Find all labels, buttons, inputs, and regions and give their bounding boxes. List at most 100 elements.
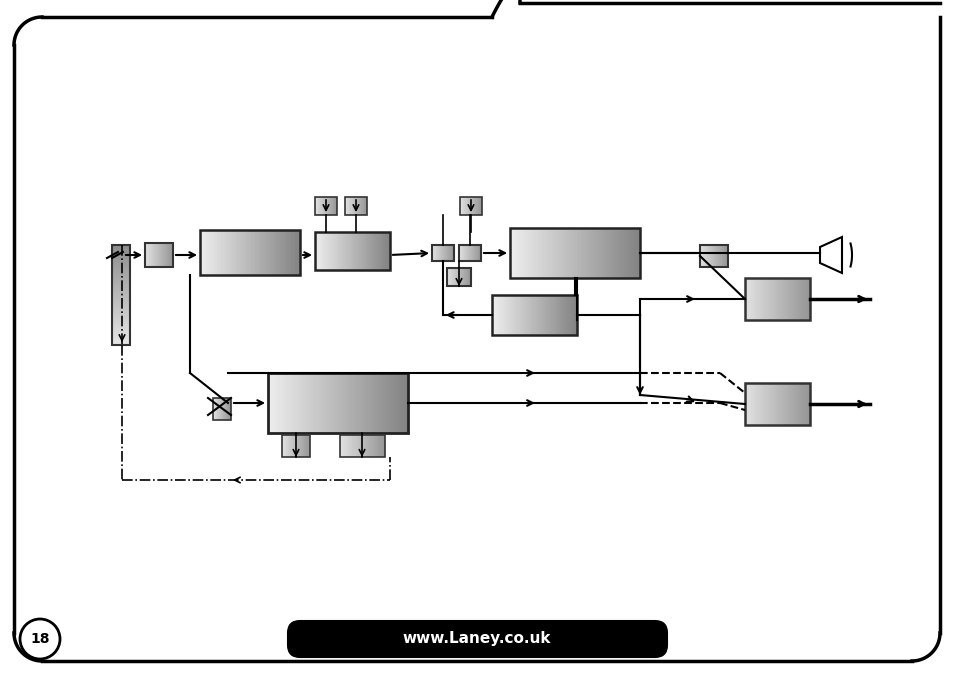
Bar [504, 295, 506, 335]
Bar [749, 383, 751, 425]
Bar [362, 197, 363, 215]
Bar [265, 230, 267, 275]
Bar [316, 232, 318, 270]
Bar [596, 228, 598, 278]
Bar [318, 373, 320, 433]
Bar [271, 230, 273, 275]
Bar [522, 228, 524, 278]
Bar [480, 197, 481, 215]
Bar [282, 435, 283, 457]
Bar [112, 294, 130, 297]
Bar [557, 228, 558, 278]
Bar [346, 197, 347, 215]
Bar [366, 232, 368, 270]
Bar [467, 245, 468, 261]
Bar [770, 278, 772, 320]
Bar [213, 230, 215, 275]
Bar [625, 228, 627, 278]
Bar [257, 230, 259, 275]
Bar [376, 232, 378, 270]
Bar [145, 243, 172, 267]
Bar [379, 232, 381, 270]
Bar [251, 230, 253, 275]
Bar [323, 232, 325, 270]
Bar [308, 435, 309, 457]
Bar [547, 295, 548, 335]
Bar [233, 230, 235, 275]
Bar [112, 329, 130, 331]
Bar [364, 373, 366, 433]
Bar [510, 295, 511, 335]
Bar [339, 373, 341, 433]
Bar [330, 232, 331, 270]
Bar [269, 230, 271, 275]
Bar [297, 435, 299, 457]
Bar [368, 435, 370, 457]
Bar [150, 243, 151, 267]
Bar [112, 263, 130, 265]
Bar [461, 268, 462, 286]
Bar [231, 230, 233, 275]
Bar [744, 278, 746, 320]
Bar [513, 228, 515, 278]
Bar [350, 373, 352, 433]
Bar [464, 245, 466, 261]
Bar [565, 228, 567, 278]
Bar [464, 268, 465, 286]
Bar [752, 383, 755, 425]
Bar [506, 295, 508, 335]
Bar [478, 197, 479, 215]
Bar [473, 197, 474, 215]
Bar [112, 288, 130, 290]
Bar [516, 295, 517, 335]
Bar [708, 245, 709, 267]
Bar [545, 228, 547, 278]
Bar [285, 435, 286, 457]
Bar [614, 228, 616, 278]
Bar [299, 373, 301, 433]
Bar [151, 243, 152, 267]
Bar [359, 197, 360, 215]
Bar [374, 232, 375, 270]
Bar [112, 281, 130, 283]
Bar [534, 228, 536, 278]
Bar [358, 435, 360, 457]
Bar [381, 232, 382, 270]
Bar [712, 245, 713, 267]
Bar [368, 232, 370, 270]
Bar [561, 295, 563, 335]
Bar [507, 295, 509, 335]
Bar [356, 373, 359, 433]
Bar [402, 373, 405, 433]
Bar [762, 278, 764, 320]
Bar [547, 228, 549, 278]
Bar [298, 435, 299, 457]
Bar [569, 295, 571, 335]
Bar [464, 245, 465, 261]
Bar [435, 245, 436, 261]
Bar [112, 296, 130, 298]
Bar [286, 230, 288, 275]
Bar [566, 228, 568, 278]
Bar [112, 340, 130, 342]
Bar [310, 373, 312, 433]
Bar [172, 243, 173, 267]
Bar [758, 278, 760, 320]
Bar [464, 197, 465, 215]
Bar [293, 373, 294, 433]
Bar [112, 308, 130, 310]
Bar [369, 435, 371, 457]
Bar [369, 232, 371, 270]
Bar [783, 278, 785, 320]
Bar [802, 383, 804, 425]
Bar [346, 373, 349, 433]
Bar [576, 228, 578, 278]
Bar [290, 435, 291, 457]
Bar [323, 197, 325, 215]
Bar [472, 197, 473, 215]
Bar [296, 435, 297, 457]
Bar [529, 228, 531, 278]
Bar [454, 268, 455, 286]
Bar [336, 197, 337, 215]
Bar [329, 197, 330, 215]
